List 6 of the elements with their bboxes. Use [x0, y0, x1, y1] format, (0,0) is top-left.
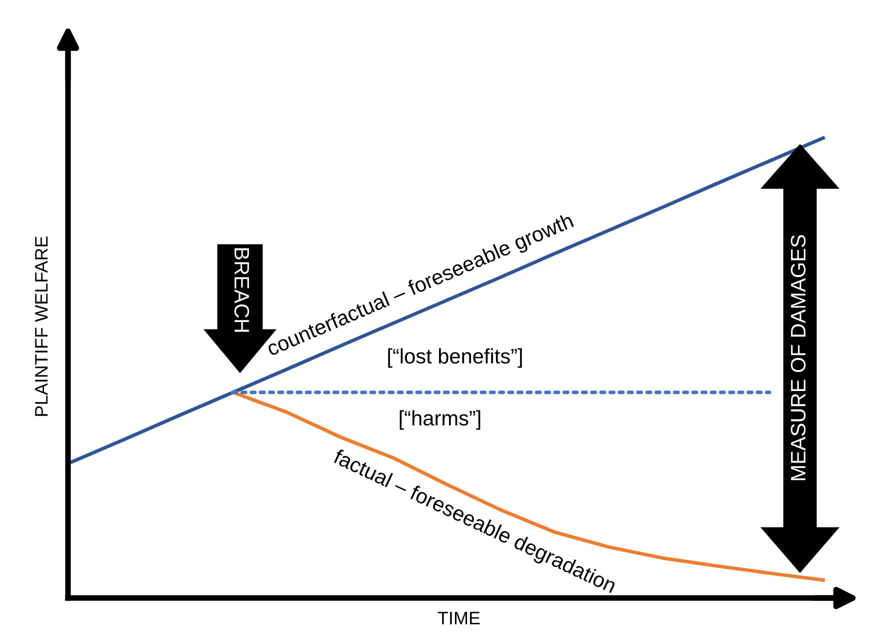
annotation: [“harms”]: [400, 410, 480, 430]
x-axis-title: TIME: [438, 612, 480, 624]
annotation: [“lost benefits”]: [388, 348, 522, 368]
annotation: BREACH: [234, 248, 250, 332]
y-axis-title: PLAINTIFF WELFARE: [35, 236, 48, 416]
annotation: MEASURE OF DAMAGES: [790, 235, 806, 480]
